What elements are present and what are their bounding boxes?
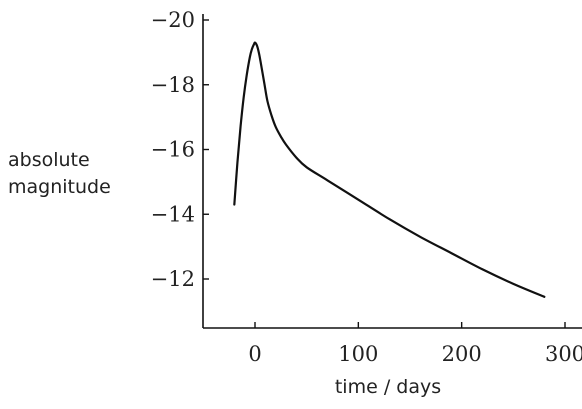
x-ticks: 0 100 200 300 xyxy=(248,322,582,366)
y-ticks: −20 −18 −16 −14 −12 xyxy=(151,8,209,291)
x-tick-label: 200 xyxy=(442,342,482,366)
y-tick-label: −18 xyxy=(151,73,195,97)
y-axis-label-line-1: absolute xyxy=(8,149,90,171)
y-axis-label-line-2: magnitude xyxy=(8,176,111,198)
y-tick-label: −12 xyxy=(151,267,195,291)
light-curve-line xyxy=(233,41,546,298)
series-group xyxy=(233,41,546,298)
x-tick-label: 300 xyxy=(545,342,582,366)
x-tick-label: 100 xyxy=(338,342,378,366)
y-tick-label: −14 xyxy=(151,202,195,226)
x-axis-label: time / days xyxy=(335,376,441,398)
y-tick-label: −20 xyxy=(151,8,195,32)
y-tick-label: −16 xyxy=(151,138,195,162)
x-tick-label: 0 xyxy=(248,342,261,366)
